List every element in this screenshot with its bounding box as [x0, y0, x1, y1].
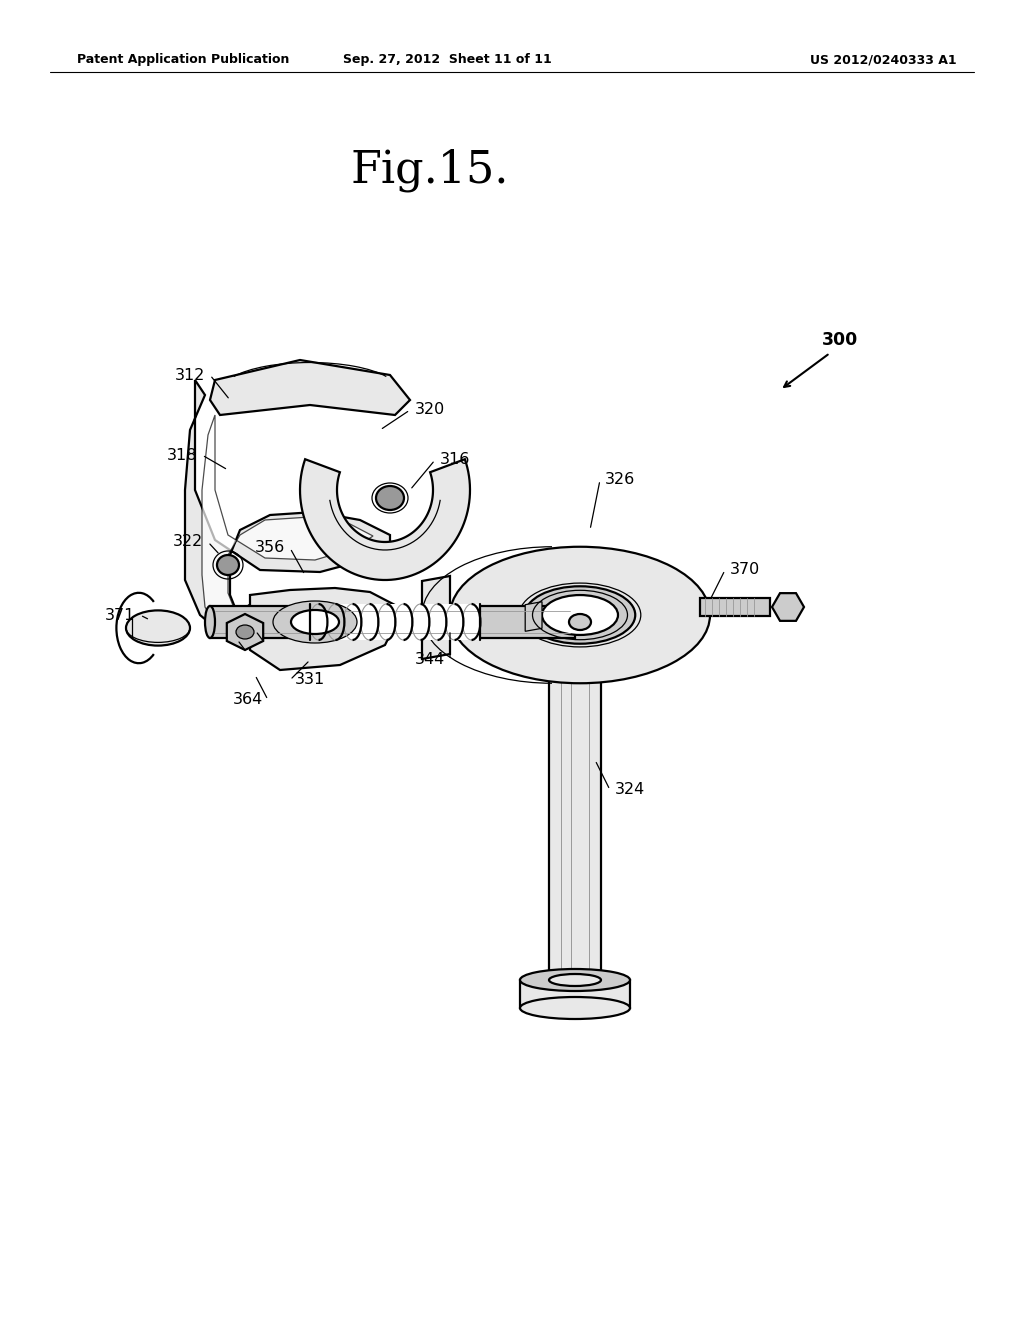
Text: 371: 371	[104, 607, 135, 623]
Ellipse shape	[236, 624, 254, 639]
Polygon shape	[185, 380, 390, 649]
Text: 324: 324	[614, 783, 645, 797]
Ellipse shape	[569, 614, 591, 630]
Polygon shape	[210, 606, 575, 638]
Polygon shape	[422, 576, 450, 659]
Text: 322: 322	[173, 535, 203, 549]
Ellipse shape	[520, 997, 630, 1019]
Text: 344: 344	[415, 652, 445, 668]
Polygon shape	[549, 660, 601, 979]
Text: US 2012/0240333 A1: US 2012/0240333 A1	[810, 54, 956, 66]
Text: 326: 326	[605, 473, 635, 487]
Text: 320: 320	[415, 403, 445, 417]
Text: Sep. 27, 2012  Sheet 11 of 11: Sep. 27, 2012 Sheet 11 of 11	[343, 54, 551, 66]
Ellipse shape	[376, 486, 404, 510]
Ellipse shape	[542, 595, 618, 635]
Ellipse shape	[520, 969, 630, 991]
Ellipse shape	[273, 601, 357, 643]
Ellipse shape	[126, 610, 190, 645]
Ellipse shape	[205, 606, 215, 638]
Ellipse shape	[450, 546, 710, 684]
Text: 316: 316	[440, 453, 470, 467]
Polygon shape	[300, 459, 470, 579]
Text: Fig.15.: Fig.15.	[351, 148, 509, 191]
Polygon shape	[210, 360, 410, 414]
Polygon shape	[525, 602, 542, 631]
Ellipse shape	[291, 610, 339, 634]
Text: 300: 300	[822, 331, 858, 348]
Ellipse shape	[549, 974, 601, 986]
Polygon shape	[520, 979, 630, 1008]
Ellipse shape	[549, 652, 601, 668]
Polygon shape	[772, 593, 804, 620]
Polygon shape	[310, 605, 480, 640]
Polygon shape	[202, 414, 373, 638]
Text: 370: 370	[730, 562, 760, 578]
Polygon shape	[300, 459, 470, 579]
Ellipse shape	[524, 586, 635, 644]
Polygon shape	[250, 587, 395, 671]
Text: Patent Application Publication: Patent Application Publication	[77, 54, 290, 66]
Text: 364: 364	[232, 693, 263, 708]
Polygon shape	[700, 598, 770, 616]
Text: 331: 331	[295, 672, 326, 688]
Ellipse shape	[217, 554, 239, 576]
Text: 356: 356	[255, 540, 285, 556]
Polygon shape	[226, 614, 263, 649]
Text: 318: 318	[167, 447, 198, 462]
Ellipse shape	[259, 594, 371, 649]
Text: 312: 312	[175, 367, 205, 383]
Polygon shape	[237, 605, 259, 642]
